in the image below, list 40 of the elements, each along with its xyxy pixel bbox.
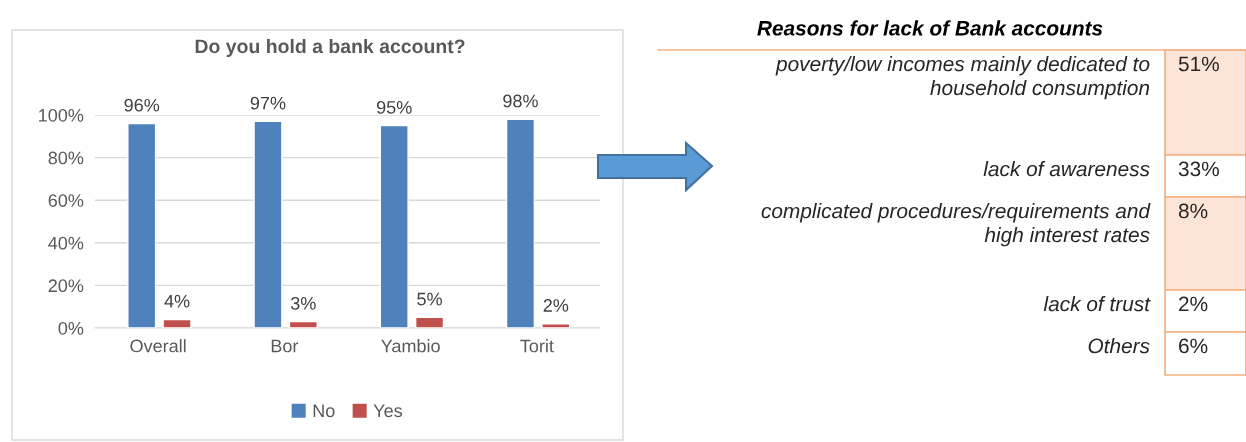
text: 4%	[164, 294, 190, 308]
text: 96%	[124, 98, 160, 112]
text: 5%	[417, 292, 442, 306]
bar	[288, 320, 318, 328]
x-tick-label: Yambio	[381, 339, 440, 353]
x-tick-label: Bor	[271, 339, 299, 353]
text: 97%	[250, 96, 286, 110]
bar	[253, 120, 283, 328]
text: 51%	[1178, 56, 1219, 72]
y-tick-label: 40%	[48, 236, 84, 250]
text: 2%	[543, 299, 569, 312]
category-label: Others	[1088, 338, 1150, 354]
text: 95%	[376, 100, 412, 114]
category-label: lack of awareness	[983, 161, 1150, 177]
text: 2%	[1179, 296, 1208, 312]
category-label: poverty/low incomes mainly dedicated to household consumption	[775, 56, 1150, 100]
y-tick-label: 20%	[48, 279, 84, 293]
bar	[541, 323, 571, 328]
chart-title: Do you hold a bank account?	[195, 38, 465, 58]
legend-label: Yes	[373, 404, 403, 418]
bar	[162, 318, 192, 328]
category-label: complicated procedures/requirements and high interest rates	[761, 203, 1151, 247]
y-tick-label: 80%	[48, 151, 84, 165]
y-tick-label: 60%	[48, 194, 84, 207]
legend-label: No	[313, 404, 335, 418]
bar	[127, 122, 157, 328]
text: 3%	[290, 296, 316, 310]
bar	[414, 316, 445, 328]
bar	[505, 118, 536, 328]
x-tick-label: Torit	[520, 339, 554, 353]
text: 8%	[1178, 203, 1208, 219]
text: 6%	[1179, 338, 1208, 354]
category-label: lack of trust	[1043, 296, 1151, 312]
x-tick-label: Overall	[130, 339, 186, 353]
text: Reasons for lack of Bank accounts	[757, 20, 1103, 36]
bar	[379, 124, 409, 328]
y-tick-label: 0%	[58, 321, 84, 335]
y-tick-label: 100%	[39, 108, 84, 122]
text: 33%	[1178, 161, 1219, 177]
text: 98%	[503, 94, 538, 108]
